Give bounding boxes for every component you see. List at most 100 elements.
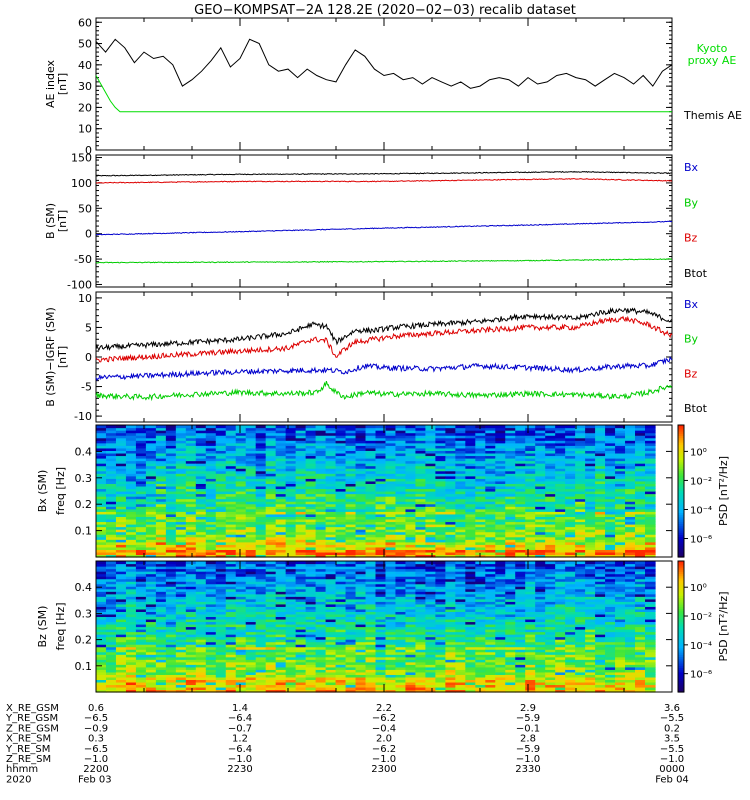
spectrogram-cell [465,488,476,492]
spectrogram-cell [645,437,656,441]
spectrogram-cell [245,618,257,623]
spectrogram-cell [455,503,466,507]
spectrogram-cell [165,596,177,600]
spectrogram-cell [115,634,127,638]
spectrogram-cell [385,669,397,673]
spectrogram-cell [96,646,107,650]
spectrogram-cell [305,513,317,517]
spectrogram-cell [375,425,387,429]
spectrogram-cell [185,475,197,479]
spectrogram-cell [575,516,586,520]
spectrogram-cell [525,536,536,540]
spectrogram-cell [255,601,267,605]
spectrogram-cell [175,641,187,645]
spectrogram-cell [645,447,656,451]
spectrogram-cell [195,473,207,477]
spectrogram-cell [605,508,616,512]
spectrogram-cell [475,465,486,469]
spectrogram-cell [495,452,506,457]
y-tick-label: 100 [71,177,92,190]
spectrogram-cell [465,465,476,469]
spectrogram-cell [345,563,357,567]
spectrogram-cell [485,470,496,474]
spectrogram-cell [175,578,187,582]
spectrogram-cell [595,539,606,543]
spectrogram-cell [175,613,187,618]
spectrogram-cell [225,549,237,553]
spectrogram-cell [145,651,157,655]
spectrogram-cell [465,534,476,538]
spectrogram-cell [225,498,237,502]
spectrogram-cell [265,442,277,446]
spectrogram-cell [385,606,397,610]
spectrogram-cell [505,488,516,492]
spectrogram-cell [405,679,417,683]
spectrogram-cell [385,483,397,487]
spectrogram-cell [265,425,277,429]
spectrogram-cell [625,430,636,434]
spectrogram-cell [605,465,616,469]
spectrogram-cell [295,432,307,436]
spectrogram-cell [245,588,257,592]
spectrogram-cell [185,425,197,429]
spectrogram-cell [515,463,526,467]
spectrogram-cell [305,571,317,575]
spectrogram-cell [435,541,446,545]
spectrogram-cell [335,430,347,434]
spectrogram-cell [285,518,297,523]
spectrogram-cell [165,671,177,675]
spectrogram-cell [265,460,277,464]
spectrogram-cell [615,511,626,515]
spectrogram-cell [125,534,137,538]
spectrogram-cell [595,430,606,434]
spectrogram-cell [275,623,287,628]
spectrogram-cell [425,526,436,530]
spectrogram-cell [355,641,367,645]
spectrogram-cell [365,616,377,620]
spectrogram-cell [96,578,107,582]
spectrogram-cell [205,621,217,625]
spectrogram-cell [445,536,456,540]
spectrogram-cell [465,544,476,548]
spectrogram-cell [255,681,267,686]
spectrogram-cell [165,455,177,459]
spectrogram-cell [485,491,496,495]
spectrogram-cell [405,480,417,484]
spectrogram-cell [475,524,486,528]
spectrogram-cell [245,455,257,459]
spectrogram-cell [195,531,207,535]
spectrogram-cell [365,646,377,650]
spectrogram-cell [345,618,357,623]
spectrogram-cell [235,664,247,668]
spectrogram-cell [295,566,307,570]
spectrogram-cell [295,463,307,467]
spectrogram-cell [555,498,566,502]
spectrogram-cell [215,611,227,615]
spectrogram-cell [185,649,197,653]
spectrogram-cell [385,674,397,678]
spectrogram-cell [225,491,237,495]
spectrogram-cell [515,526,526,530]
spectrogram-cell [525,463,536,467]
spectrogram-cell [315,524,327,528]
spectrogram-cell [385,641,397,645]
spectrogram-cell [205,634,217,638]
spectrogram-cell [295,613,307,618]
spectrogram-cell [645,508,656,512]
spectrogram-cell [96,526,107,530]
spectrogram-cell [375,568,387,572]
spectrogram-cell [265,468,277,472]
spectrogram-cell [105,656,117,660]
spectrogram-cell [225,511,237,515]
spectrogram-cell [255,689,267,693]
spectrogram-cell [355,518,367,523]
y-tick-label: 5 [85,321,92,334]
spectrogram-cell [325,524,337,528]
spectrogram-cell [335,501,347,505]
spectrogram-cell [125,606,137,610]
spectrogram-cell [145,606,157,610]
y-tick-label: -5 [81,381,92,394]
spectrogram-cell [495,450,506,454]
spectrogram-cell [225,544,237,548]
spectrogram-cell [225,618,237,623]
